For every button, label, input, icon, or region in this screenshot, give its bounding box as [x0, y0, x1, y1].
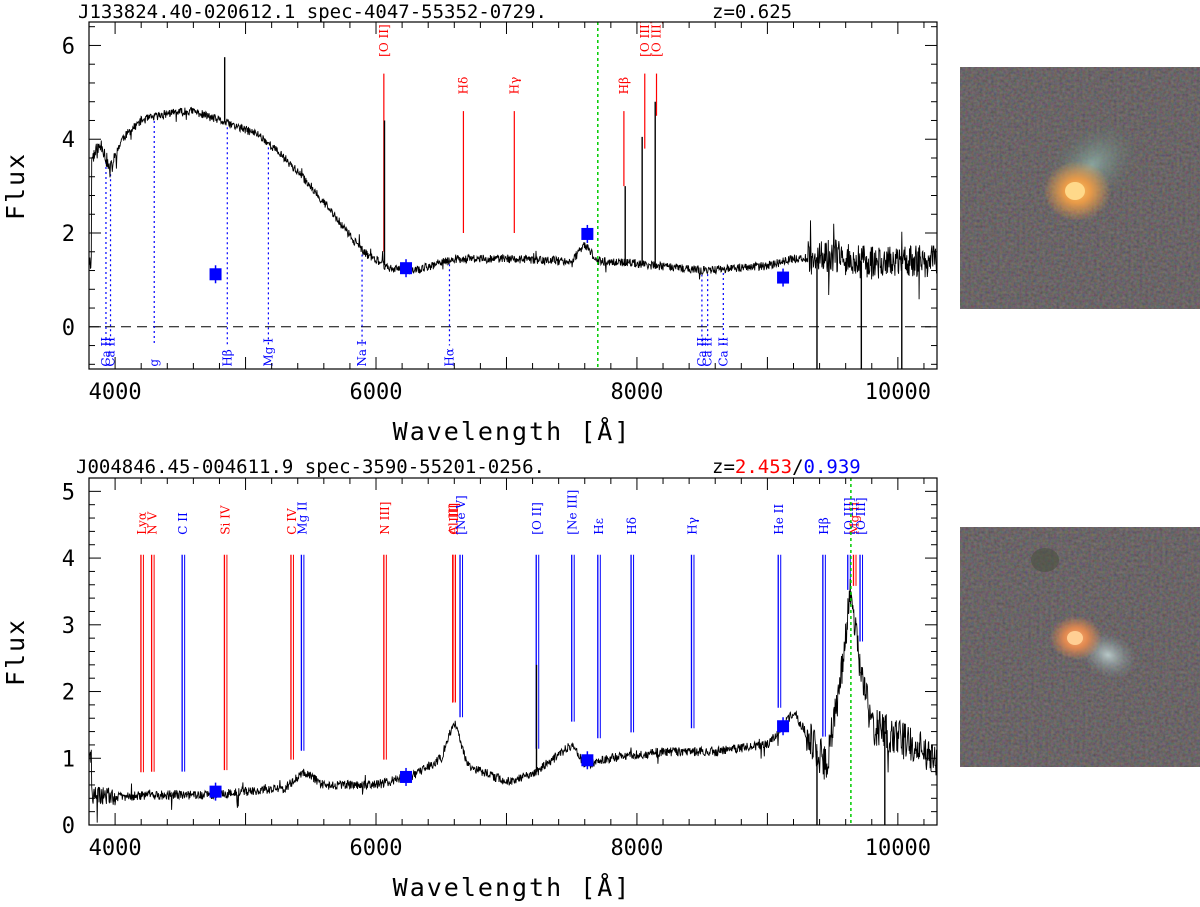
galaxy-cutout-2	[960, 527, 1200, 767]
x-tick-label: 8000	[610, 380, 663, 405]
galaxy-cutout-1	[960, 67, 1200, 309]
panel-top: J133824.40-020612.1 spec-4047-55352-0729…	[1, 1, 938, 446]
absorption-line-label: g	[147, 359, 161, 367]
y-tick-label: 3	[62, 614, 75, 639]
absorption-line-label: Ca II	[716, 337, 730, 367]
y-tick-label: 0	[62, 316, 75, 341]
panel-bottom-ylabel: Flux	[1, 618, 30, 686]
x-tick-label: 10000	[865, 380, 931, 405]
line-z2-label: Hβ	[817, 517, 831, 534]
absorption-line-label: Na I	[355, 340, 369, 366]
redshift-value-1: 2.453	[735, 456, 792, 478]
panel-top-title: J133824.40-020612.1 spec-4047-55352-0729…	[78, 1, 547, 23]
absorption-line-label: Ca II	[695, 337, 709, 367]
line-z2-label: [O II]	[530, 502, 544, 535]
absorption-line-label: Mg I	[261, 338, 275, 367]
y-tick-label: 0	[62, 814, 75, 839]
line-z2-label: Hγ	[685, 517, 699, 535]
emission-line-label: Hβ	[617, 77, 631, 94]
line-z2-label: C II	[176, 512, 190, 535]
photometry-point	[777, 720, 790, 733]
x-tick-label: 6000	[350, 836, 403, 861]
line-z1-label: Lyα	[135, 512, 149, 535]
line-z1-label: Si IV	[218, 505, 232, 535]
photometry-point	[400, 770, 413, 783]
panel-bottom: J004846.45-004611.9 spec-3590-55201-0256…	[1, 456, 938, 902]
panel-bottom-xlabel: Wavelength [Å]	[393, 873, 632, 902]
x-tick-label: 10000	[865, 836, 931, 861]
spectrum-line	[89, 106, 937, 300]
line-z1-label: N III]	[378, 502, 392, 535]
photometry-point	[400, 262, 413, 275]
absorption-line-label: Hβ	[220, 349, 234, 366]
absorption-line-label: Ca II	[99, 337, 113, 367]
absorption-line-label: Ca II	[701, 337, 715, 367]
panel-top-xlabel: Wavelength [Å]	[393, 417, 632, 446]
emission-line-label: Hγ	[507, 77, 521, 95]
panel-bottom-redshift: z=2.453/0.939	[712, 456, 861, 478]
y-tick-label: 4	[62, 547, 75, 572]
line-z1-label: C III]	[447, 503, 461, 535]
emission-line-label: [O III]	[638, 20, 652, 57]
line-z2-label: [O III]	[842, 497, 856, 534]
emission-line-label: Hδ	[456, 77, 470, 95]
emission-line-label: [O II]	[377, 24, 391, 57]
line-z2-label: He II	[772, 504, 786, 535]
panel-bottom-title: J004846.45-004611.9 spec-3590-55201-0256…	[76, 456, 545, 478]
line-z2-label: Hδ	[625, 517, 639, 535]
line-z2-label: [O III]	[854, 497, 868, 534]
absorption-line-label: Hα	[442, 348, 456, 367]
photometry-point	[777, 271, 790, 284]
y-tick-label: 1	[62, 747, 75, 772]
y-tick-label: 4	[62, 128, 75, 153]
y-tick-label: 2	[62, 222, 75, 247]
y-tick-label: 5	[62, 480, 75, 505]
photometry-point	[581, 754, 594, 767]
x-tick-label: 4000	[89, 836, 142, 861]
line-z1-label: N V	[146, 511, 160, 534]
y-tick-label: 6	[62, 34, 75, 59]
y-tick-label: 2	[62, 681, 75, 706]
panel-top-ylabel: Flux	[1, 152, 30, 220]
line-z2-label: [Ne V]	[454, 495, 468, 534]
photometry-point	[209, 785, 222, 798]
line-z1-label: Al III	[447, 504, 461, 536]
panel-top-redshift: z=0.625	[712, 1, 792, 23]
x-tick-label: 4000	[89, 380, 142, 405]
photometry-point	[209, 268, 222, 281]
redshift-value-2: 0.939	[804, 456, 861, 478]
x-tick-label: 8000	[610, 836, 663, 861]
x-tick-label: 6000	[350, 380, 403, 405]
line-z2-label: Mg II	[295, 501, 309, 535]
absorption-line-label: Ca II	[104, 337, 118, 367]
line-z2-label: [Ne III]	[566, 490, 580, 535]
photometry-point	[581, 227, 594, 240]
plot-frame	[88, 21, 938, 370]
line-z2-label: Hε	[592, 518, 606, 535]
spectrum-line	[89, 578, 937, 823]
line-z1-label: C IV	[285, 508, 299, 535]
emission-line-label: [O III]	[650, 20, 664, 57]
plot-frame	[88, 477, 938, 826]
